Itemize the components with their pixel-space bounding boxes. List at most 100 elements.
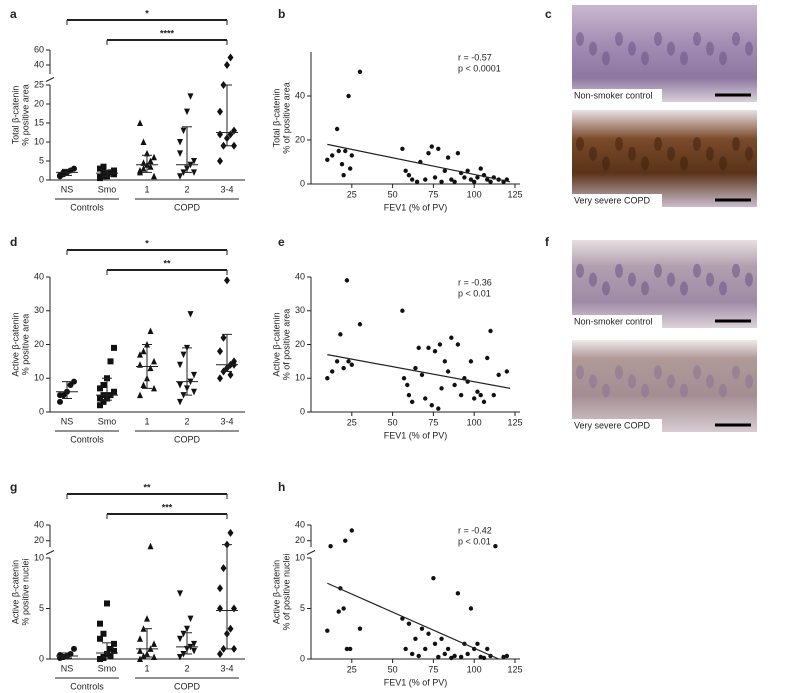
nucleus xyxy=(602,51,610,66)
point xyxy=(231,644,237,653)
point xyxy=(97,656,103,662)
point xyxy=(151,357,157,365)
x-tick-label: 75 xyxy=(428,417,438,427)
point xyxy=(104,600,110,607)
nucleus xyxy=(576,136,584,151)
nucleus xyxy=(693,31,701,46)
point xyxy=(137,391,143,399)
point xyxy=(191,169,197,176)
y-tick-label: 40 xyxy=(295,519,305,529)
point xyxy=(458,654,464,660)
point xyxy=(328,544,333,549)
point xyxy=(140,381,147,388)
point xyxy=(439,179,444,184)
point xyxy=(217,604,223,613)
point xyxy=(71,645,77,652)
nucleus xyxy=(641,156,649,171)
x-axis-label: FEV1 (% of PV) xyxy=(384,202,448,212)
y-tick-label: 0 xyxy=(39,653,44,663)
point xyxy=(140,165,147,172)
point xyxy=(426,345,431,351)
nucleus xyxy=(602,281,610,296)
y-tick-label: 0 xyxy=(300,653,305,663)
nucleus xyxy=(654,263,662,278)
point xyxy=(71,378,77,385)
x-tick-label: 25 xyxy=(347,417,357,427)
category-group-label: Controls xyxy=(70,202,104,212)
point xyxy=(151,640,157,647)
point xyxy=(147,163,154,170)
point xyxy=(419,372,425,378)
point xyxy=(144,149,150,157)
point xyxy=(468,359,474,364)
point xyxy=(423,396,428,401)
point xyxy=(217,649,223,658)
point xyxy=(346,359,351,364)
y-axis-label: Active β-catenin xyxy=(271,312,281,376)
x-tick-label: 100 xyxy=(467,189,482,199)
point xyxy=(57,392,63,399)
caption: Non-smoker control xyxy=(574,90,653,100)
point xyxy=(341,365,346,371)
nucleus xyxy=(732,136,740,151)
x-tick-label: 3-4 xyxy=(220,184,233,194)
point xyxy=(111,640,117,647)
point xyxy=(403,168,408,173)
nucleus xyxy=(602,156,610,171)
caption-bg xyxy=(572,315,662,328)
point xyxy=(151,153,157,161)
point xyxy=(485,646,490,652)
point xyxy=(401,376,407,381)
point xyxy=(57,398,63,405)
point xyxy=(191,388,197,396)
caption-bg xyxy=(572,194,662,207)
point xyxy=(413,365,418,371)
point xyxy=(137,635,143,642)
point xyxy=(468,606,474,611)
point xyxy=(107,169,114,176)
y-tick-label: 30 xyxy=(295,305,305,315)
point xyxy=(343,148,348,154)
point xyxy=(406,392,412,398)
y-axis-label: Active β-catenin xyxy=(10,312,20,376)
x-tick-label: Smo xyxy=(98,416,117,426)
nucleus xyxy=(745,374,753,389)
point xyxy=(111,344,117,351)
point xyxy=(334,359,340,364)
point xyxy=(455,591,461,596)
significance-label: **** xyxy=(160,28,175,38)
y-tick-label: 20 xyxy=(295,134,305,144)
nucleus xyxy=(641,281,649,296)
point xyxy=(336,148,341,154)
point xyxy=(137,119,143,126)
nucleus xyxy=(615,31,623,46)
point xyxy=(349,362,354,367)
point xyxy=(180,127,187,135)
point xyxy=(349,528,354,533)
x-tick-label: 25 xyxy=(347,664,357,674)
point xyxy=(147,364,154,372)
x-tick-label: 2 xyxy=(184,184,189,194)
significance-label: ** xyxy=(143,482,151,492)
point xyxy=(107,645,114,652)
point xyxy=(478,392,483,398)
y-axis-label: % positive area xyxy=(20,314,30,376)
y-axis-label: % of positive area xyxy=(281,309,291,381)
y-axis-label: Total β-catenin xyxy=(271,89,281,148)
point xyxy=(111,647,117,654)
point xyxy=(217,130,223,139)
y-tick-label: 0 xyxy=(39,174,44,184)
point xyxy=(151,384,157,392)
point xyxy=(97,165,103,172)
x-tick-label: 3-4 xyxy=(220,416,233,426)
point xyxy=(137,647,143,654)
point xyxy=(496,372,501,378)
y-tick-label: 5 xyxy=(39,603,44,613)
nucleus xyxy=(693,365,701,380)
y-tick-label: 40 xyxy=(295,271,305,281)
x-tick-label: NS xyxy=(61,184,74,194)
y-axis-label: Active β-catenin xyxy=(10,560,20,624)
point xyxy=(227,53,234,62)
point xyxy=(416,653,421,659)
nucleus xyxy=(680,51,688,66)
